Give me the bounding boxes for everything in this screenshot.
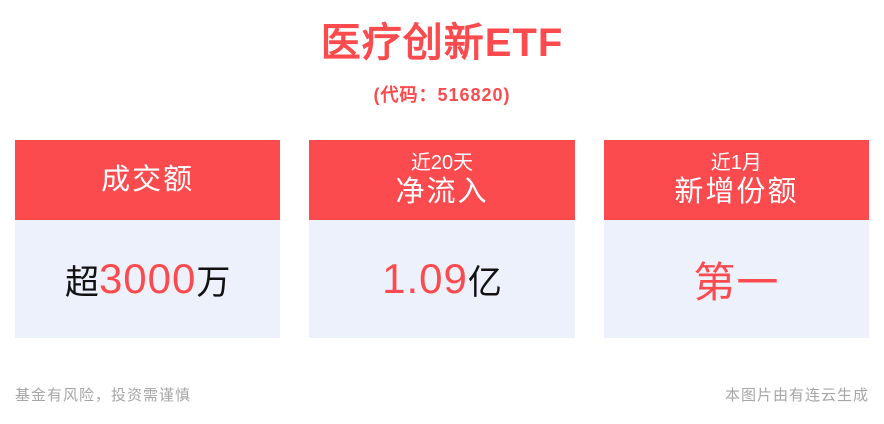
stat-value-prefix: 超 (64, 263, 99, 302)
stat-card-turnover: 成交额 超 3000 万 (15, 140, 281, 338)
stat-header-label: 新增份额 (674, 176, 799, 208)
stat-value-number: 3000 (98, 255, 197, 302)
stat-value-unit: 万 (196, 263, 231, 302)
stat-card-header: 近1月 新增份额 (603, 140, 869, 220)
image-credit: 本图片由有连云生成 (724, 387, 869, 404)
risk-disclaimer: 基金有风险，投资需谨慎 (15, 387, 192, 404)
stat-value-unit: 亿 (467, 263, 502, 302)
stat-header-period: 近20天 (410, 152, 474, 174)
stat-header-label: 成交额 (101, 164, 195, 196)
stat-card-net-inflow: 近20天 净流入 1.09 亿 (309, 140, 575, 338)
stat-header-label: 净流入 (395, 176, 489, 208)
stat-value-number: 第一 (693, 258, 780, 306)
fund-code-subtitle: (代码：516820) (373, 85, 511, 105)
stat-cards-row: 成交额 超 3000 万 近20天 净流入 1.09 亿 近1月 新增份额 第一 (0, 140, 884, 338)
stat-card-body: 1.09 亿 (309, 220, 575, 338)
stat-card-body: 超 3000 万 (15, 220, 281, 338)
stat-card-new-shares: 近1月 新增份额 第一 (603, 140, 869, 338)
page-title: 医疗创新ETF (320, 21, 564, 65)
stat-card-header: 近20天 净流入 (309, 140, 575, 220)
stat-value-number: 1.09 (382, 255, 468, 302)
etf-infographic: { "header": { "title": "医疗创新ETF", "subti… (0, 20, 884, 424)
stat-card-body: 第一 (603, 220, 869, 338)
stat-card-header: 成交额 (15, 140, 281, 220)
stat-header-period: 近1月 (710, 152, 762, 174)
